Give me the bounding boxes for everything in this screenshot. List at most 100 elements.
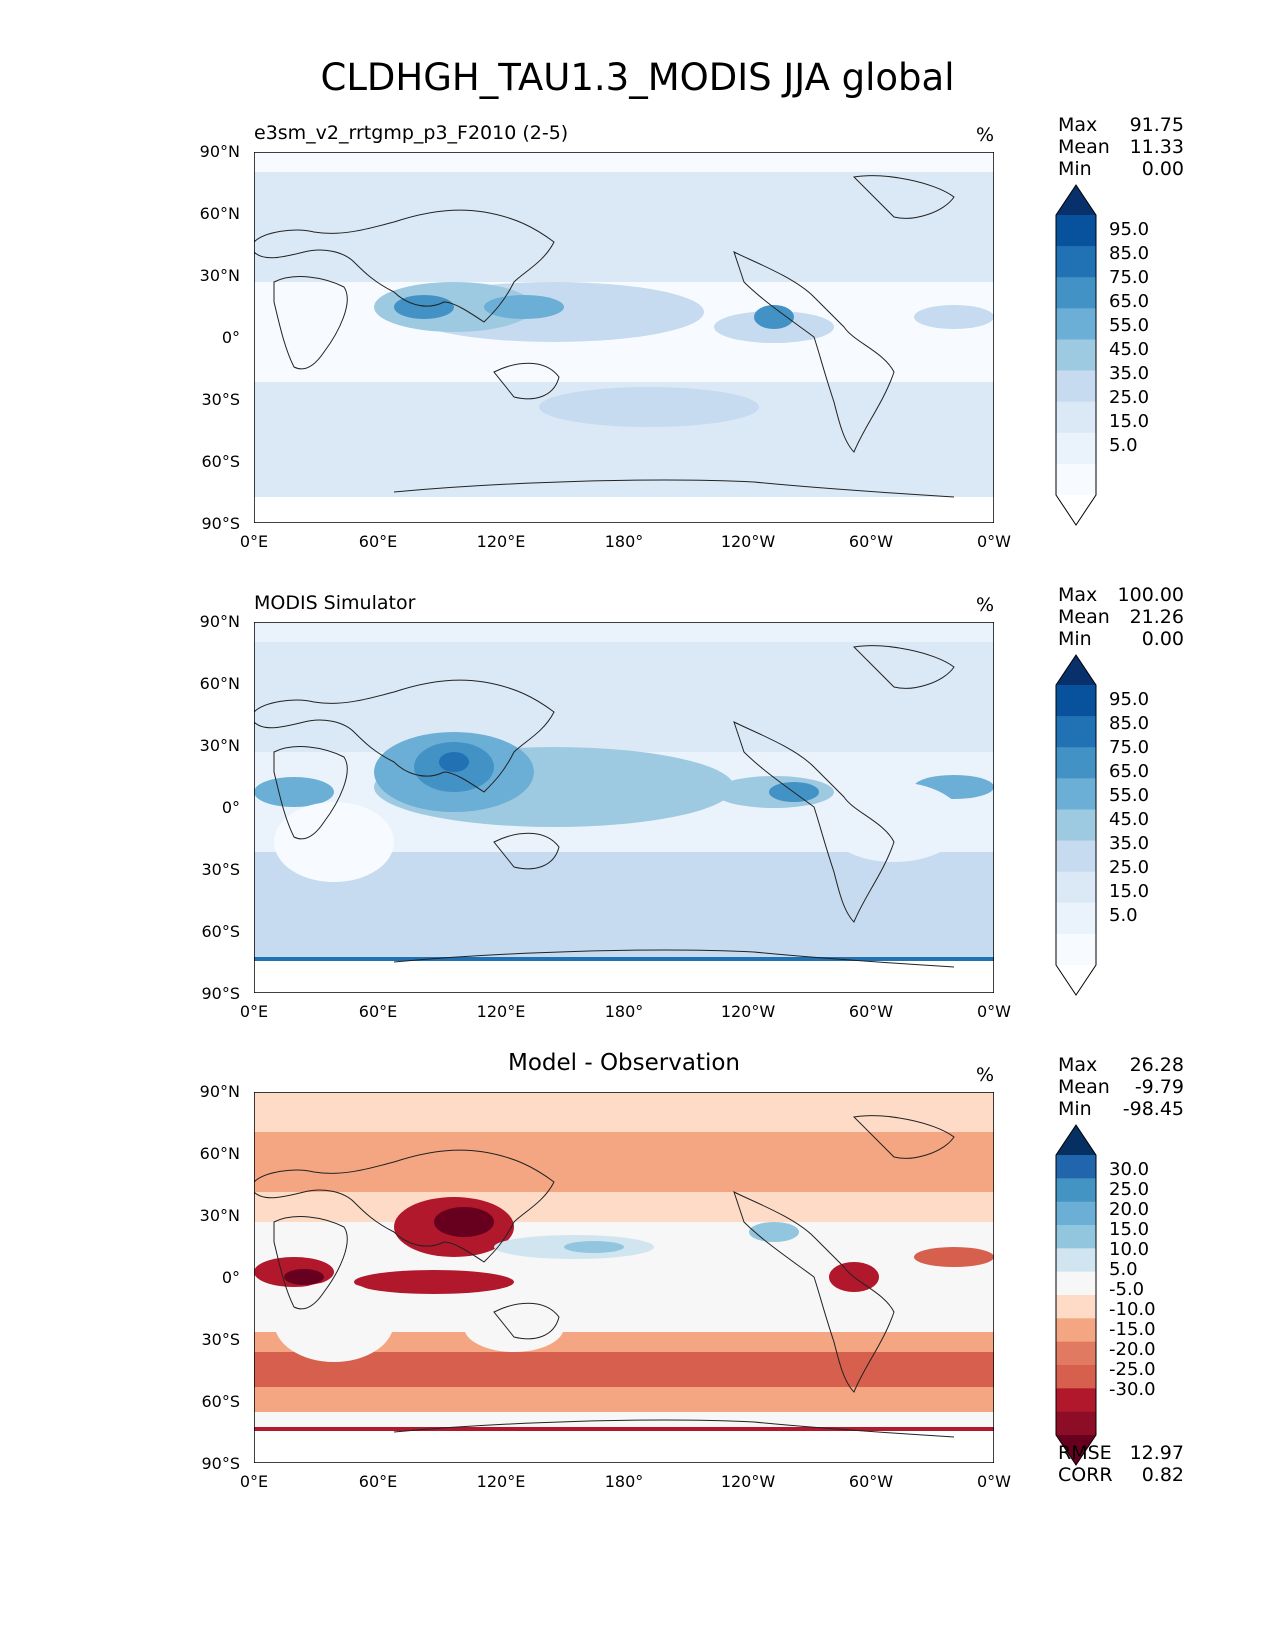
colorbar [1055, 184, 1097, 530]
mean-value: 11.33 [1129, 136, 1184, 158]
colorbar-svg [1055, 654, 1097, 996]
colorbar-bin [1056, 933, 1096, 966]
colorbar-extend-max [1056, 185, 1096, 215]
lon-label: 60°W [848, 1472, 894, 1491]
colorbar-svg [1055, 1124, 1097, 1466]
lon-label: 0°W [977, 1472, 1011, 1491]
lat-label: 30°N [199, 1206, 240, 1225]
lat-label: 0° [221, 1268, 240, 1287]
colorbar-outline [1055, 1124, 1097, 1466]
corr-value: 0.82 [1141, 1464, 1184, 1486]
lat-label: 90°N [199, 1082, 240, 1101]
colorbar-label: -20.0 [1109, 1339, 1156, 1360]
colorbar-svg [1055, 184, 1097, 526]
rmse-value: 12.97 [1129, 1442, 1184, 1464]
colorbar-bin [1056, 1411, 1096, 1436]
colorbar-bin [1056, 1201, 1096, 1226]
lon-label: 60°E [358, 532, 398, 551]
lat-label: 60°N [199, 204, 240, 223]
colorbar-label: 35.0 [1109, 363, 1150, 384]
colorbar-label: 10.0 [1109, 1239, 1150, 1260]
map-observation-svg [254, 622, 994, 993]
panel-title: MODIS Simulator [254, 592, 416, 614]
lon-label: 180° [604, 532, 644, 551]
lat-label: 60°S [201, 1392, 240, 1411]
lat-label: 0° [221, 798, 240, 817]
colorbar-bin [1056, 1341, 1096, 1366]
lon-label: 120°E [476, 1002, 526, 1021]
panel-title: Model - Observation [507, 1050, 741, 1076]
colorbar-extend-min [1056, 1435, 1096, 1465]
panel-model: e3sm_v2_rrtgmp_p3_F2010 (2-5) % [0, 114, 1275, 562]
colorbar-bin [1056, 432, 1096, 465]
colorbar-label: 25.0 [1109, 387, 1150, 408]
max-label: Max [1058, 114, 1098, 136]
coastlines [254, 645, 955, 968]
colorbar-label: 45.0 [1109, 809, 1150, 830]
colorbar-bin [1056, 308, 1096, 340]
colorbar-bin [1056, 871, 1096, 904]
min-label: Min [1058, 1098, 1092, 1120]
colorbar-extend-max [1056, 655, 1096, 685]
mean-label: Mean [1058, 606, 1110, 628]
colorbar-label: 25.0 [1109, 1179, 1150, 1200]
colorbar-bin [1056, 1318, 1096, 1343]
colorbar-label: 65.0 [1109, 761, 1150, 782]
colorbar-label: 30.0 [1109, 1159, 1150, 1180]
colorbar-bin [1056, 246, 1096, 278]
colorbar-label: 55.0 [1109, 785, 1150, 806]
colorbar [1055, 1124, 1097, 1470]
map-model [254, 152, 994, 523]
mean-value: 21.26 [1129, 606, 1184, 628]
min-value: -98.45 [1122, 1098, 1184, 1120]
colorbar-bin [1056, 685, 1096, 717]
rmse-label: RMSE [1058, 1442, 1112, 1464]
colorbar-bin [1056, 840, 1096, 873]
colorbar-bin [1056, 1388, 1096, 1413]
colorbar-label: 95.0 [1109, 689, 1150, 710]
colorbar-bin [1056, 747, 1096, 779]
stats-box: Max 100.00 Mean 21.26 Min 0.00 [1058, 584, 1184, 650]
colorbar-label: 15.0 [1109, 1219, 1150, 1240]
map-model-svg [254, 152, 994, 523]
lon-label: 0°W [977, 1002, 1011, 1021]
lon-label: 120°W [720, 1002, 776, 1021]
map-observation [254, 622, 994, 993]
colorbar-label: 15.0 [1109, 411, 1150, 432]
colorbar-bin [1056, 902, 1096, 935]
lon-label: 60°W [848, 1002, 894, 1021]
min-label: Min [1058, 628, 1092, 650]
colorbar-bin [1056, 339, 1096, 372]
figure-title: CLDHGH_TAU1.3_MODIS JJA global [320, 56, 955, 99]
colorbar-bin [1056, 716, 1096, 748]
lat-label: 30°N [199, 736, 240, 755]
colorbar-label: 95.0 [1109, 219, 1150, 240]
lon-label: 180° [604, 1472, 644, 1491]
colorbar-extend-max [1056, 1125, 1096, 1155]
map-difference [254, 1092, 994, 1463]
lon-label: 0°E [239, 1472, 269, 1491]
lon-label: 120°E [476, 1472, 526, 1491]
panel-title: e3sm_v2_rrtgmp_p3_F2010 (2-5) [254, 122, 569, 144]
colorbar-bin [1056, 1365, 1096, 1389]
mean-value: -9.79 [1134, 1076, 1184, 1098]
lon-label: 180° [604, 1002, 644, 1021]
units-label: % [976, 124, 995, 146]
colorbar-label: -5.0 [1109, 1279, 1145, 1300]
colorbar-label: -15.0 [1109, 1319, 1156, 1340]
map-difference-svg [254, 1092, 994, 1463]
lat-label: 90°S [201, 514, 240, 533]
lon-label: 0°E [239, 1002, 269, 1021]
metrics-box: RMSE 12.97 CORR 0.82 [1058, 1442, 1184, 1486]
lat-label: 60°N [199, 674, 240, 693]
lat-label: 60°S [201, 452, 240, 471]
lon-label: 60°E [358, 1472, 398, 1491]
lat-label: 90°N [199, 612, 240, 631]
lon-label: 0°W [977, 532, 1011, 551]
max-label: Max [1058, 1054, 1098, 1076]
colorbar-label: 55.0 [1109, 315, 1150, 336]
colorbar-label: 5.0 [1109, 1259, 1138, 1280]
mean-label: Mean [1058, 1076, 1110, 1098]
colorbar-label: 75.0 [1109, 267, 1150, 288]
lat-label: 0° [221, 328, 240, 347]
